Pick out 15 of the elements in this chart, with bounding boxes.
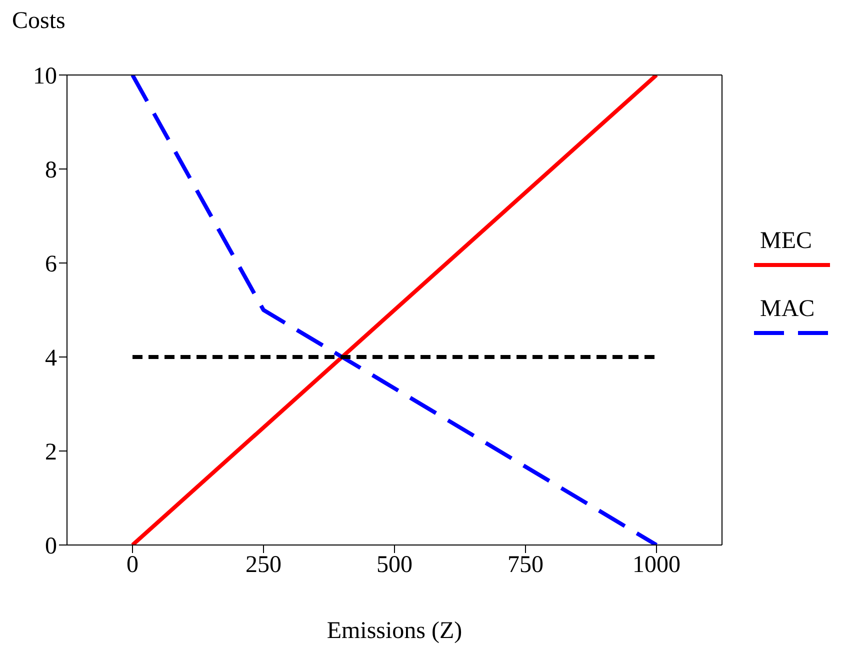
y-tick-label: 0 bbox=[45, 534, 57, 560]
y-tick-label: 8 bbox=[45, 158, 57, 184]
x-tick-label: 750 bbox=[508, 552, 544, 578]
text: MEC bbox=[759, 228, 814, 255]
text: MAC bbox=[759, 296, 816, 323]
y-tick-label: 6 bbox=[45, 252, 57, 278]
x-tick-label: 500 bbox=[376, 552, 412, 578]
y-tick-label: 4 bbox=[45, 346, 57, 372]
y-axis-title: Costs bbox=[12, 8, 66, 35]
x-tick-label: 0 bbox=[126, 552, 138, 578]
y-tick-label: 10 bbox=[33, 64, 57, 90]
x-axis-title: Emissions (Z) bbox=[326, 618, 462, 644]
y-tick-label: 2 bbox=[45, 440, 57, 466]
x-tick-label: 250 bbox=[246, 552, 282, 578]
x-tick-label: 1000 bbox=[632, 552, 680, 578]
